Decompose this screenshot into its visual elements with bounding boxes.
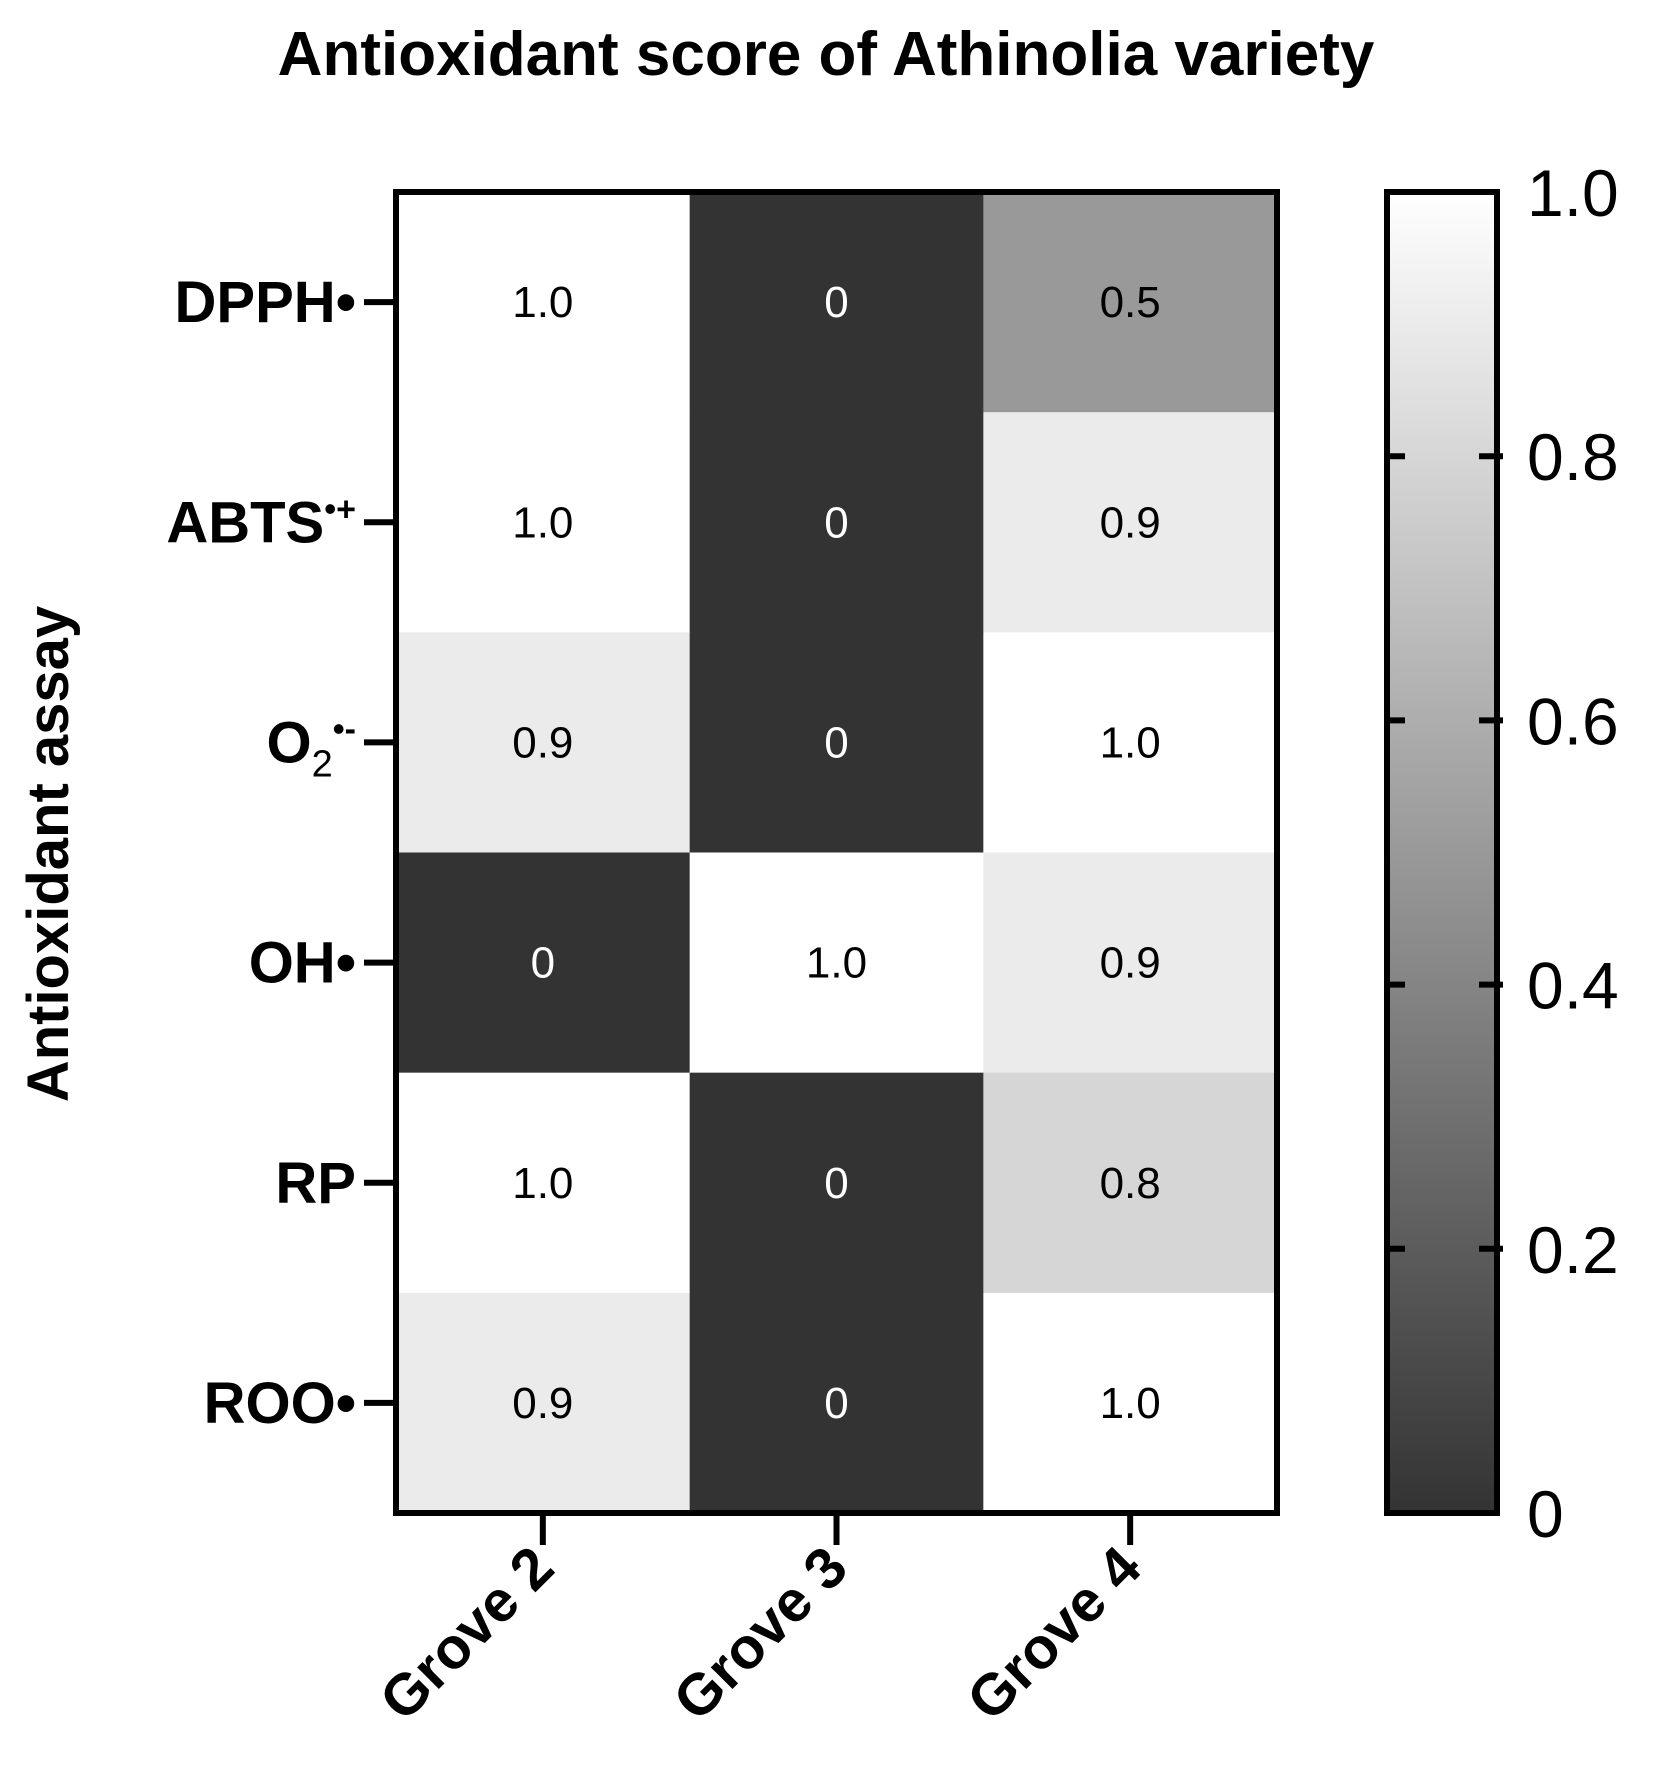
heatmap-cell-rp-3	[983, 1072, 1278, 1294]
row-label-part: •-	[333, 710, 356, 748]
cell-value-label: 0.9	[1100, 939, 1161, 988]
row-label-o2: O2•-	[267, 710, 357, 785]
row-label-part: ROO•	[204, 1371, 356, 1436]
cell-value-label: 0.5	[1100, 278, 1161, 327]
row-label-part: 2	[312, 743, 333, 785]
cell-value-label: 0.9	[512, 718, 573, 767]
colorbar-tick-label: 0.6	[1527, 684, 1619, 758]
heatmap-cell-roo-1	[396, 1292, 691, 1514]
cell-value-label: 0	[824, 718, 848, 767]
heatmap-cell-dpph-2	[689, 192, 984, 413]
column-labels: Grove 2 Grove 3 Grove 4	[367, 1534, 1153, 1733]
colorbar: 0 0.2 0.4 0.6 0.8 1.0	[1384, 156, 1619, 1551]
heatmap-cell-abts-2	[689, 412, 984, 633]
row-label-abts: ABTS•+	[166, 490, 356, 555]
row-label-part: •+	[324, 490, 356, 528]
row-label-part: DPPH•	[175, 270, 356, 335]
heatmap-cell-dpph-1	[396, 192, 691, 413]
heatmap-cell-abts-1	[396, 412, 691, 633]
heatmap-cell-oh-1	[396, 852, 691, 1074]
heatmap-cell-dpph-3	[983, 192, 1278, 413]
colorbar-tick-label: 0	[1527, 1477, 1564, 1551]
cell-value-label: 0	[824, 498, 848, 547]
heatmap-cell-o2-3	[983, 632, 1278, 853]
row-label-part: ABTS	[166, 490, 324, 555]
colorbar-tick-label: 0.2	[1527, 1213, 1619, 1287]
cell-value-label: 0.9	[512, 1379, 573, 1428]
chart-title: Antioxidant score of Athinolia variety	[278, 20, 1375, 89]
cell-value-label: 1.0	[512, 1159, 573, 1208]
column-label-grove-3: Grove 3	[661, 1534, 860, 1733]
cell-value-label: 1.0	[512, 278, 573, 327]
colorbar-tick-label: 0.8	[1527, 420, 1619, 494]
colorbar-scale	[1384, 189, 1500, 1516]
heatmap-frame	[364, 189, 1280, 1545]
heatmap-cell-o2-2	[689, 632, 984, 853]
heatmap-cell-roo-3	[983, 1292, 1278, 1514]
cell-value-label: 0.9	[1100, 498, 1161, 547]
column-label-grove-2: Grove 2	[367, 1534, 566, 1733]
row-label-oh: OH•	[249, 931, 356, 996]
heatmap-cells: 1.0 0 0.5 1.0 0 0.9 0.9 0 1.0 0 1.0 0.9 1.0 0 0.8 0.9 0 1…	[396, 192, 1278, 1514]
heatmap-cell-abts-3	[983, 412, 1278, 633]
cell-value-label: 1.0	[1100, 718, 1161, 767]
row-label-part: RP	[275, 1151, 356, 1216]
colorbar-tick-label: 1.0	[1527, 156, 1619, 230]
heatmap-cell-roo-2	[689, 1292, 984, 1514]
y-axis-label: Antioxidant assay	[16, 606, 81, 1102]
heatmap-cell-o2-1	[396, 632, 691, 853]
heatmap-cell-rp-2	[689, 1072, 984, 1294]
cell-value-label: 1.0	[1100, 1379, 1161, 1428]
row-labels: DPPH• ABTS•+ O2•- OH• RP ROO•	[166, 270, 356, 1436]
row-label-roo: ROO•	[204, 1371, 356, 1436]
cell-value-label: 0	[824, 1159, 848, 1208]
cell-value-label: 0.8	[1100, 1159, 1161, 1208]
row-label-rp: RP	[275, 1151, 356, 1216]
heatmap-cell-oh-3	[983, 852, 1278, 1074]
cell-value-label: 0	[531, 939, 555, 988]
row-label-dpph: DPPH•	[175, 270, 356, 335]
cell-value-label: 1.0	[806, 939, 867, 988]
column-label-grove-4: Grove 4	[955, 1534, 1154, 1733]
row-label-part: OH•	[249, 931, 356, 996]
cell-value-label: 0	[824, 278, 848, 327]
cell-value-label: 0	[824, 1379, 848, 1428]
heatmap-cell-rp-1	[396, 1072, 691, 1294]
heatmap-cell-oh-2	[689, 852, 984, 1074]
cell-value-label: 1.0	[512, 498, 573, 547]
colorbar-tick-label: 0.4	[1527, 949, 1619, 1023]
row-label-part: O	[267, 710, 312, 775]
